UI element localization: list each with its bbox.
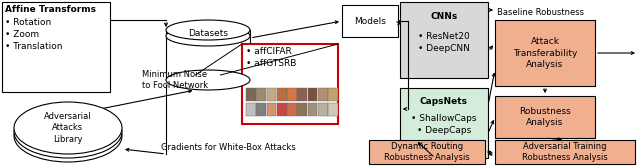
Text: • affCIFAR
• affGTSRB: • affCIFAR • affGTSRB	[246, 47, 296, 68]
Text: • ShallowCaps
• DeepCaps: • ShallowCaps • DeepCaps	[412, 114, 477, 135]
Text: Baseline Robustness: Baseline Robustness	[497, 8, 584, 17]
Bar	[318, 103, 328, 116]
FancyBboxPatch shape	[166, 30, 250, 80]
FancyBboxPatch shape	[400, 88, 488, 158]
Bar	[246, 103, 256, 116]
Text: Gradients for White-Box Attacks: Gradients for White-Box Attacks	[161, 143, 296, 153]
FancyBboxPatch shape	[400, 2, 488, 78]
Bar	[318, 88, 328, 101]
Ellipse shape	[166, 20, 250, 40]
Ellipse shape	[14, 102, 122, 154]
Bar	[287, 103, 297, 116]
FancyBboxPatch shape	[495, 96, 595, 138]
FancyBboxPatch shape	[2, 2, 110, 92]
Bar	[308, 103, 317, 116]
Bar	[266, 103, 276, 116]
Bar	[328, 103, 338, 116]
Text: CapsNets: CapsNets	[420, 97, 468, 106]
Text: Models: Models	[354, 16, 386, 26]
Text: Robustness
Analysis: Robustness Analysis	[519, 107, 571, 127]
Text: Dynamic Routing
Robustness Analysis: Dynamic Routing Robustness Analysis	[384, 142, 470, 162]
Text: Minimum Noise
to Fool Network: Minimum Noise to Fool Network	[142, 70, 208, 90]
Bar	[298, 103, 307, 116]
Text: • ResNet20
• DeepCNN: • ResNet20 • DeepCNN	[418, 32, 470, 53]
Ellipse shape	[14, 106, 122, 158]
Bar	[277, 88, 287, 101]
Bar	[246, 88, 256, 101]
FancyBboxPatch shape	[369, 140, 485, 164]
Text: CNNs: CNNs	[430, 12, 458, 21]
Bar	[256, 88, 266, 101]
Text: Affine Transforms: Affine Transforms	[5, 5, 96, 14]
Bar	[287, 88, 297, 101]
Bar	[266, 88, 276, 101]
FancyBboxPatch shape	[342, 5, 398, 37]
Ellipse shape	[166, 70, 250, 90]
Bar	[328, 88, 338, 101]
Text: Datasets: Datasets	[188, 30, 228, 39]
Text: Adversarial
Attacks
Library: Adversarial Attacks Library	[44, 112, 92, 144]
Bar	[298, 88, 307, 101]
FancyBboxPatch shape	[495, 140, 635, 164]
Text: Adversarial Training
Robustness Analysis: Adversarial Training Robustness Analysis	[522, 142, 608, 162]
Bar	[277, 103, 287, 116]
Ellipse shape	[166, 26, 250, 46]
FancyBboxPatch shape	[242, 44, 338, 124]
FancyBboxPatch shape	[495, 20, 595, 86]
Text: • Rotation
• Zoom
• Translation: • Rotation • Zoom • Translation	[5, 18, 63, 51]
Text: Attack
Transferability
Analysis: Attack Transferability Analysis	[513, 37, 577, 69]
Bar	[308, 88, 317, 101]
Ellipse shape	[14, 110, 122, 162]
Bar	[256, 103, 266, 116]
